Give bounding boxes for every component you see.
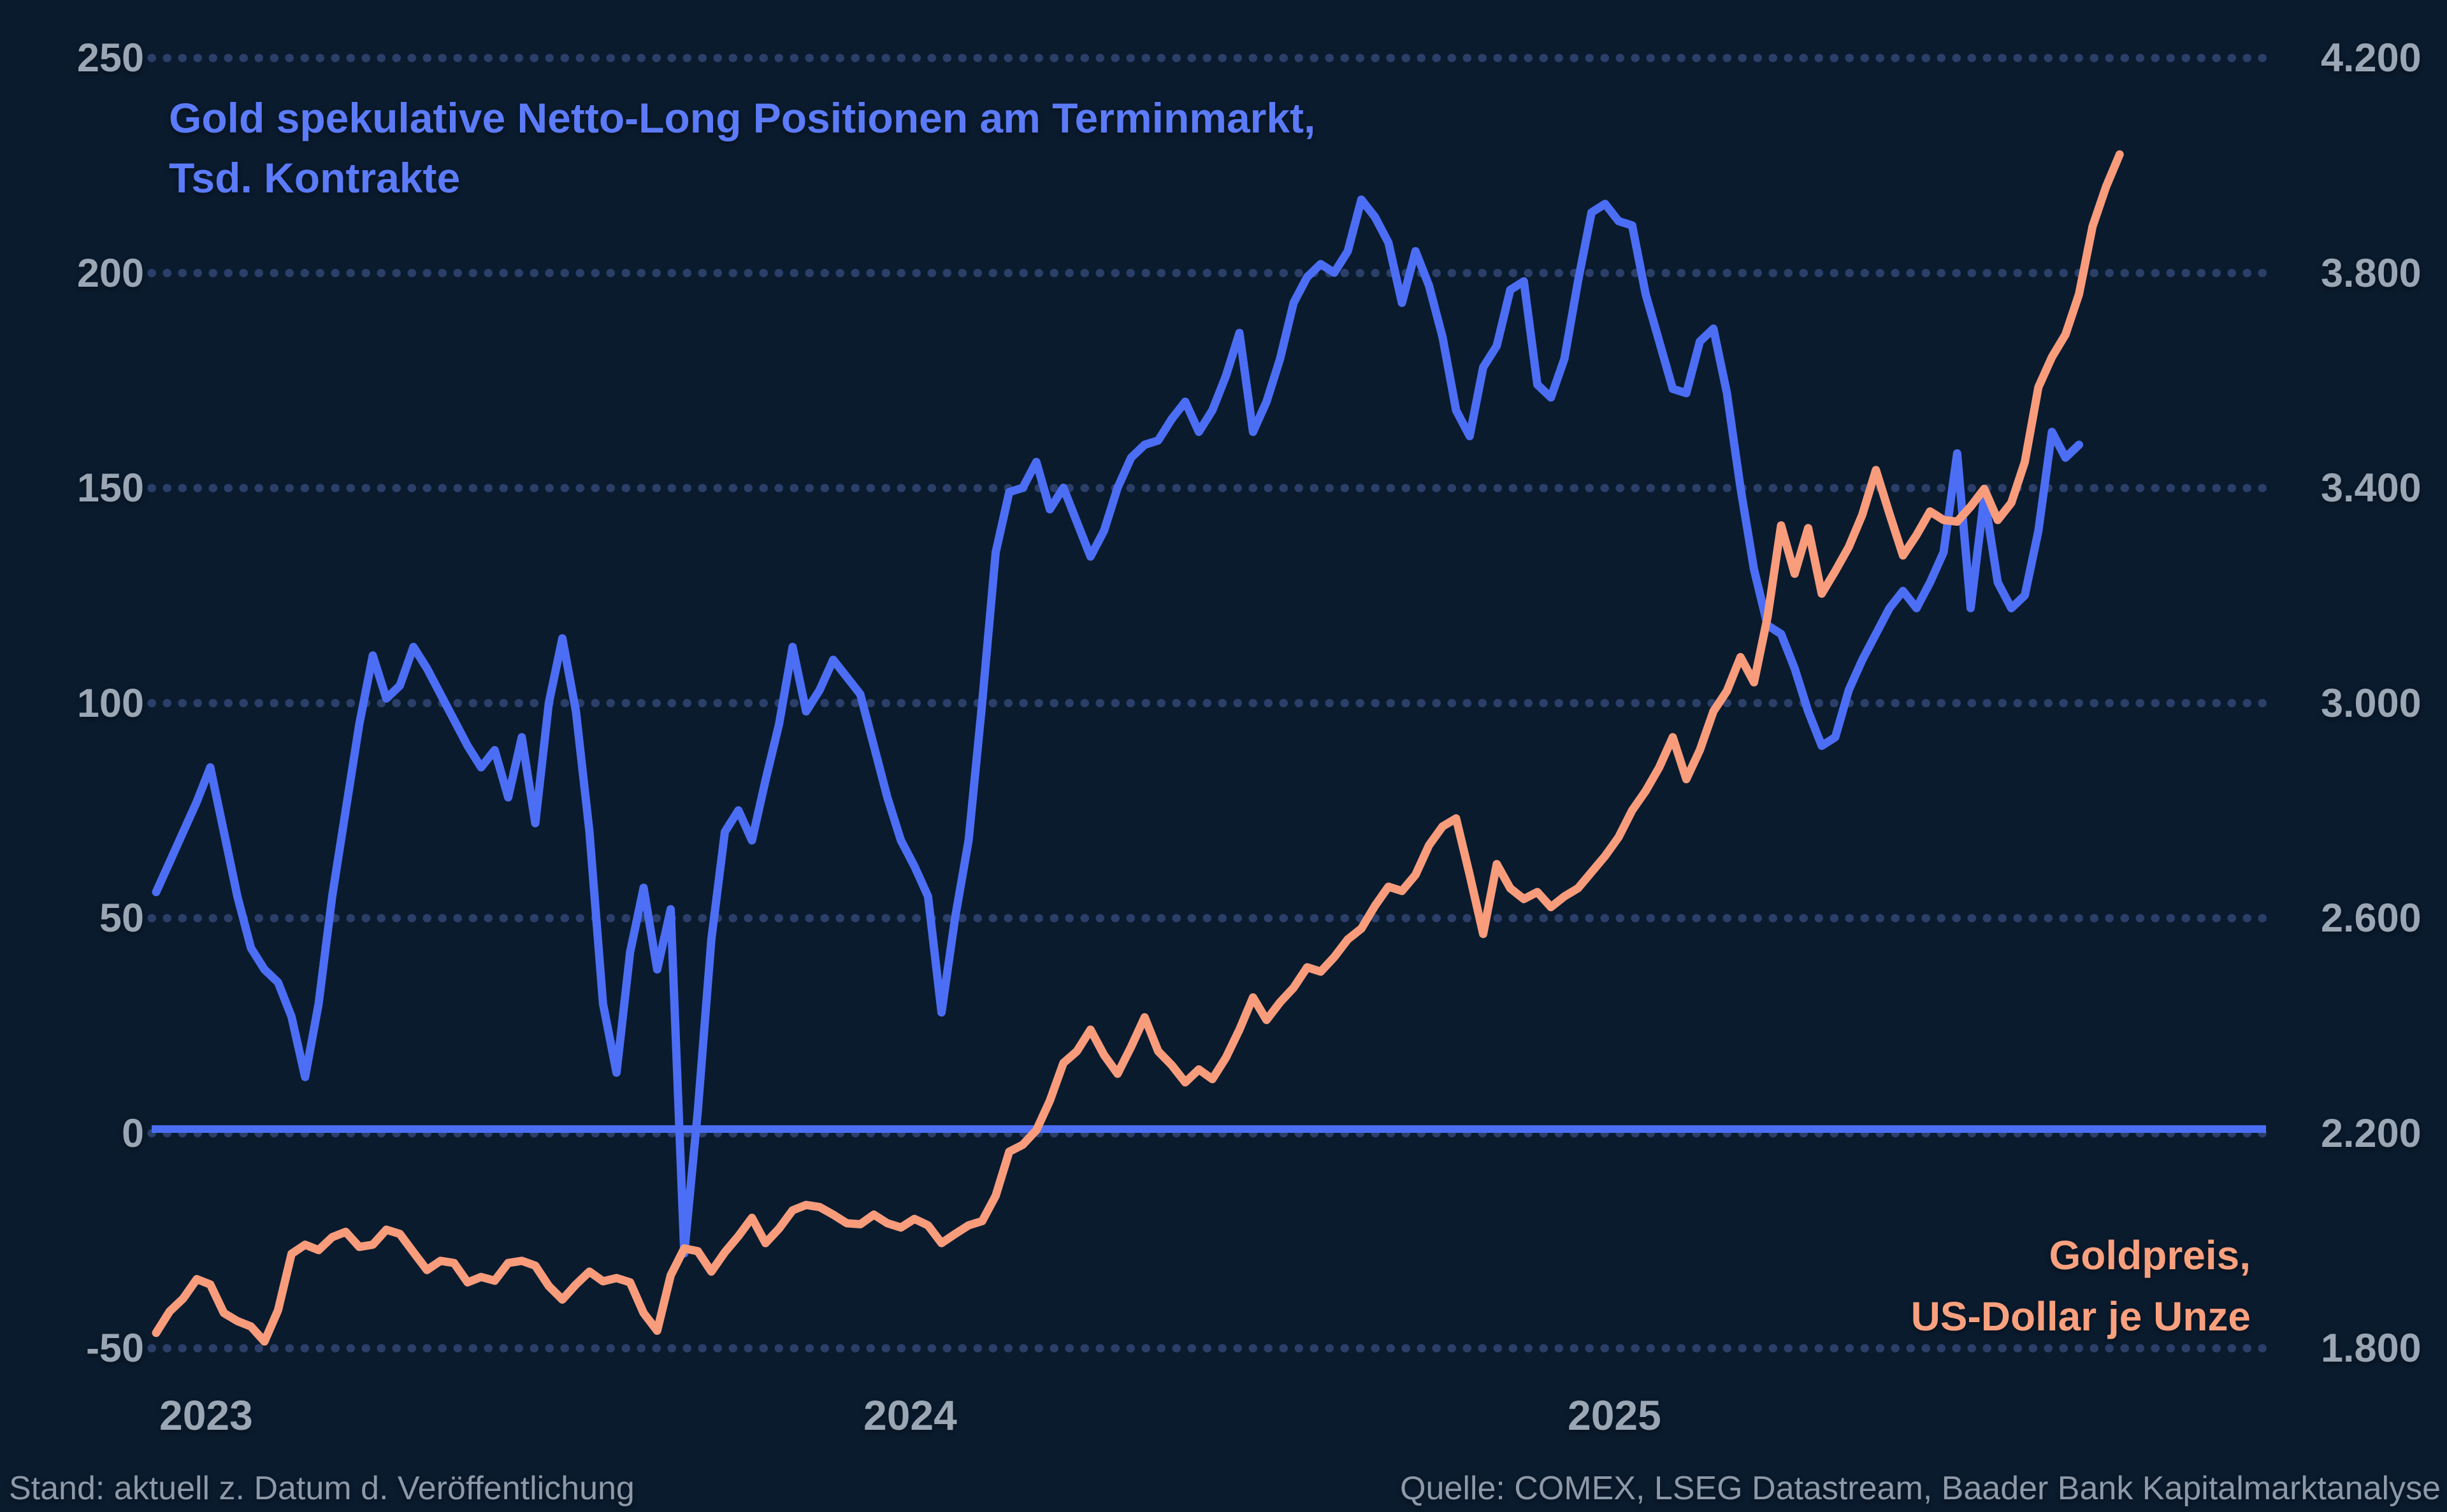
source-note: Quelle: COMEX, LSEG Datastream, Baader B… [1400, 1470, 2441, 1507]
gold-price-label: Goldpreis, US-Dollar je Unze [1911, 1225, 2251, 1347]
left-axis-tick: 100 [76, 680, 144, 726]
left-axis-tick: -50 [85, 1326, 144, 1371]
gold-price-line [152, 150, 2124, 1346]
gold-price-label-line2: US-Dollar je Unze [1910, 1293, 2251, 1339]
left-axis-tick: 0 [121, 1111, 144, 1156]
left-axis-tick: 50 [99, 896, 144, 940]
chart-title: Gold spekulative Netto-Long Positionen a… [169, 88, 1315, 208]
left-axis-tick: 150 [76, 466, 144, 510]
x-axis-tick: 2025 [1568, 1392, 1661, 1439]
chart-title-line1: Gold spekulative Netto-Long Positionen a… [169, 94, 1316, 141]
status-note: Stand: aktuell z. Datum d. Veröffentlich… [9, 1470, 635, 1507]
right-axis-tick: 2.600 [2321, 896, 2422, 940]
x-axis-tick: 2023 [159, 1392, 253, 1439]
right-axis-tick: 3.000 [2321, 680, 2422, 726]
x-axis-tick: 2024 [863, 1392, 957, 1439]
gold-price-label-line1: Goldpreis, [2049, 1232, 2251, 1278]
right-axis-tick: 3.800 [2321, 250, 2422, 296]
net-long-line [152, 195, 2083, 1258]
chart-title-line2: Tsd. Kontrakte [169, 154, 461, 201]
left-axis-tick: 200 [76, 250, 144, 296]
right-axis-tick: 3.400 [2321, 466, 2422, 510]
left-axis-tick: 250 [76, 36, 144, 80]
right-axis-tick: 2.200 [2321, 1111, 2422, 1156]
right-axis-tick: 4.200 [2321, 36, 2422, 80]
right-axis-tick: 1.800 [2321, 1326, 2422, 1371]
